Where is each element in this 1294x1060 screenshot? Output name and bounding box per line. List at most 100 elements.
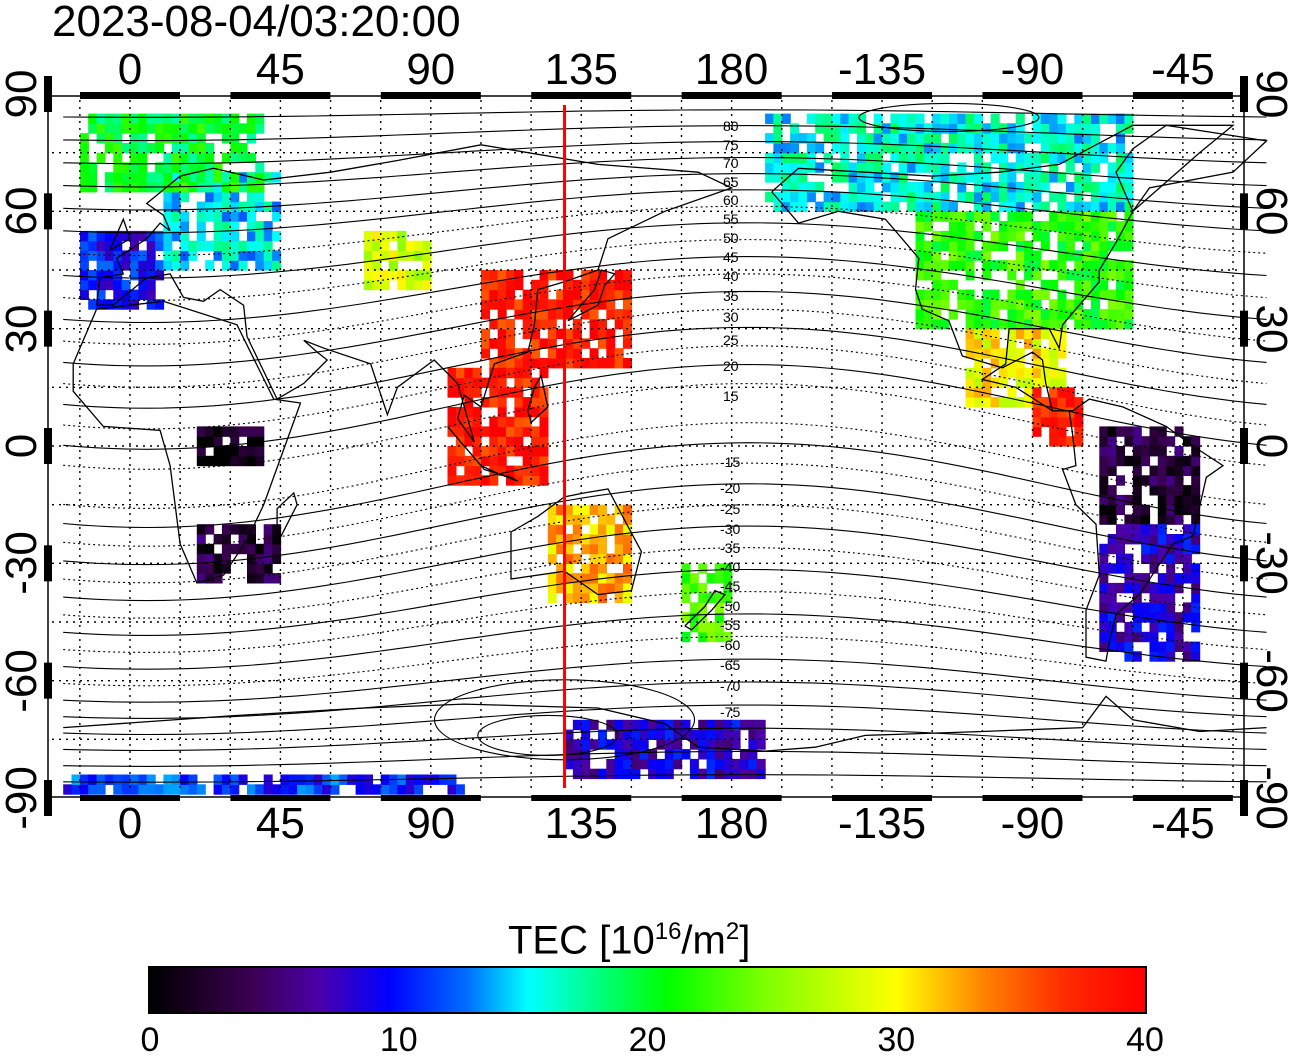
tec-cell (706, 739, 716, 750)
tec-cell (221, 250, 231, 261)
tec-cell (79, 172, 89, 183)
tec-cell (1057, 240, 1067, 252)
tec-cell (497, 338, 507, 349)
tec-cell (1107, 309, 1117, 320)
tec-cell (756, 768, 766, 780)
tec-cell (598, 289, 607, 300)
tec-cell (547, 358, 557, 369)
tec-cell (447, 475, 457, 486)
tec-cell (748, 739, 758, 750)
tec-cell (840, 172, 850, 183)
tec-cell (714, 729, 724, 740)
tec-cell (464, 367, 474, 379)
tec-cell (113, 133, 123, 144)
tec-cell (138, 133, 148, 144)
tec-cell (1082, 133, 1092, 144)
contour-line (63, 383, 1267, 470)
tec-cell (230, 113, 240, 124)
y-tick-bar (1240, 545, 1248, 582)
tec-cell (1099, 475, 1109, 486)
tec-cell (932, 230, 942, 242)
tec-cell (213, 426, 223, 437)
tec-cell (598, 524, 607, 535)
tec-cell (865, 133, 875, 144)
tec-cell (1049, 260, 1059, 271)
tec-cell (155, 142, 165, 154)
tec-cell (196, 524, 206, 535)
tec-cell (723, 749, 733, 760)
tec-cell (263, 563, 273, 574)
tec-cell (982, 377, 992, 388)
tec-cell (589, 582, 599, 594)
tec-cell (965, 221, 975, 232)
tec-cell (840, 162, 850, 173)
tec-cell (631, 739, 641, 750)
tec-cell (664, 729, 674, 740)
tec-cell (664, 758, 674, 770)
tec-cell (1124, 524, 1134, 535)
tec-cell (957, 289, 967, 300)
tec-cell (247, 152, 256, 164)
tec-cell (974, 318, 983, 330)
axis-tick-label: -135 (838, 45, 927, 94)
axis-tick-label: 0 (117, 45, 143, 94)
tec-cell (1116, 152, 1125, 164)
tec-cell (1057, 250, 1067, 261)
tec-cell (606, 328, 616, 340)
tec-cell (1182, 573, 1192, 584)
tec-cell (221, 152, 231, 164)
tec-cell (790, 172, 800, 183)
tec-cell (497, 416, 507, 428)
tec-cell (389, 784, 398, 795)
tec-cell (1007, 142, 1017, 154)
tec-cell (1124, 563, 1134, 574)
tec-cell (497, 299, 507, 310)
tec-cell (88, 123, 98, 134)
tec-cell (623, 553, 632, 564)
tec-cell (982, 309, 992, 320)
tec-cell (614, 719, 624, 731)
tec-cell (547, 592, 557, 604)
tec-cell (88, 270, 98, 281)
tec-cell (96, 133, 106, 144)
tec-cell (723, 739, 733, 750)
tec-cell (130, 133, 139, 144)
tec-cell (213, 240, 223, 252)
tec-cell (221, 133, 231, 144)
contour-line (63, 140, 1267, 165)
tec-cell (146, 230, 156, 242)
tec-cell (957, 172, 967, 183)
tec-cell (1082, 279, 1092, 291)
tec-cell (130, 784, 139, 795)
tec-cell (831, 133, 841, 144)
tec-cell (238, 250, 248, 261)
tec-cell (940, 162, 950, 173)
tec-cell (305, 774, 315, 785)
tec-cell (1040, 318, 1050, 330)
tec-cell (990, 348, 1000, 359)
tec-cell (1132, 631, 1142, 643)
tec-cell (815, 123, 825, 134)
tec-cell (1091, 142, 1100, 154)
tec-cell (1074, 299, 1084, 310)
tec-cell (614, 543, 624, 555)
tec-cell (990, 309, 1000, 320)
y-tick-bar (44, 310, 52, 347)
tec-cell (990, 318, 1000, 330)
tec-cell (1107, 221, 1117, 232)
tec-cell (848, 123, 858, 134)
tec-cell (564, 758, 574, 770)
tec-cell (1057, 133, 1067, 144)
tec-cell (481, 348, 490, 359)
coastline (510, 488, 643, 596)
tec-cell (514, 406, 524, 418)
tec-cell (1166, 592, 1176, 604)
tec-cell (1099, 152, 1109, 164)
tec-cell (455, 455, 465, 467)
y-tick-bar (1240, 428, 1248, 464)
tec-cell (247, 543, 256, 555)
tec-cell (213, 573, 223, 584)
tec-cell (531, 318, 541, 330)
tec-cell (121, 260, 131, 271)
tec-cell (71, 774, 81, 785)
